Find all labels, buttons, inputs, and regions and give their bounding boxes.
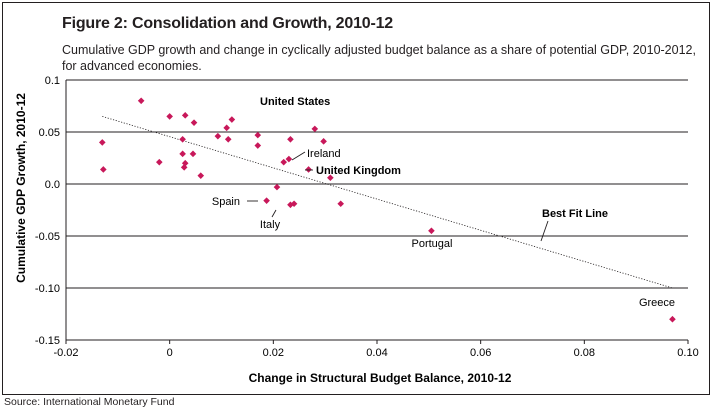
data-point <box>179 150 186 158</box>
x-tick-label: 0.04 <box>366 347 387 359</box>
data-point <box>100 166 107 173</box>
annotation-label: Ireland <box>307 148 341 160</box>
annotation-label: Greece <box>639 297 675 309</box>
source-note: Source: International Monetary Fund <box>4 396 175 408</box>
annotation-leader <box>540 220 549 242</box>
x-tick-label: 0.10 <box>677 347 698 359</box>
tick-labels: 0.1 0.05 0.0 -0.05 -0.10 -0.15-0.02 0 0.02 0.04 0… <box>35 75 699 359</box>
data-point <box>98 139 106 146</box>
data-point <box>337 200 345 208</box>
data-point <box>285 155 293 163</box>
data-point <box>263 197 270 204</box>
annotation-label: Spain <box>212 196 240 208</box>
y-tick-label: 0.1 <box>45 75 60 87</box>
best-fit-line <box>102 116 673 289</box>
data-point <box>669 315 676 323</box>
data-point <box>189 150 197 158</box>
y-tick-label: 0.0 <box>45 179 60 191</box>
chart-title: Figure 2: Consolidation and Growth, 2010… <box>62 15 394 32</box>
y-tick-label: -0.10 <box>35 283 60 295</box>
data-point <box>290 200 298 208</box>
data-point <box>228 116 236 123</box>
data-point <box>428 227 435 235</box>
data-point <box>287 135 294 143</box>
data-point <box>320 138 327 145</box>
data-point <box>305 166 312 173</box>
data-point <box>254 131 262 139</box>
annotation-leader <box>291 151 306 161</box>
chart-subtitle: Cumulative GDP growth and change in cycl… <box>62 43 696 73</box>
y-tick-label: -0.15 <box>35 335 60 347</box>
annotation-label: United States <box>260 96 330 108</box>
data-point <box>181 112 189 119</box>
best-fit-layer <box>102 116 673 289</box>
y-axis-label: Cumulative GDP Growth, 2010-12 <box>14 93 28 283</box>
data-point <box>179 135 186 143</box>
x-tick-label: 0.08 <box>574 347 595 359</box>
data-point <box>273 183 281 191</box>
y-tick-label: 0.05 <box>39 127 60 139</box>
x-axis-label: Change in Structural Budget Balance, 201… <box>249 371 512 385</box>
annotation-leader <box>271 209 277 218</box>
data-point <box>223 124 230 132</box>
x-tick-label: 0.06 <box>470 347 491 359</box>
data-point <box>311 125 319 133</box>
data-point <box>137 97 145 105</box>
annotation-label: Portugal <box>412 238 453 250</box>
data-point <box>181 159 189 167</box>
data-point <box>190 119 198 126</box>
x-tick-label: -0.02 <box>53 347 78 359</box>
data-point <box>166 113 173 120</box>
data-point <box>156 158 163 166</box>
x-tick-label: 0.02 <box>263 347 284 359</box>
y-tick-label: -0.05 <box>35 231 60 243</box>
data-point <box>327 174 334 182</box>
data-point <box>280 158 287 166</box>
data-point <box>287 201 294 209</box>
annotation-label: Italy <box>260 219 281 231</box>
data-point <box>214 132 222 140</box>
data-point <box>224 135 232 143</box>
data-points <box>98 97 676 323</box>
data-point <box>180 164 188 171</box>
annotation-label: United Kingdom <box>316 165 401 177</box>
gridlines <box>65 79 689 344</box>
data-point <box>197 172 205 179</box>
x-tick-label: 0 <box>167 347 173 359</box>
figure-frame <box>2 2 710 395</box>
data-point <box>254 142 262 149</box>
annotations: United States Ireland United Kingdom Spain I… <box>212 96 675 309</box>
annotation-label: Best Fit Line <box>542 208 608 220</box>
